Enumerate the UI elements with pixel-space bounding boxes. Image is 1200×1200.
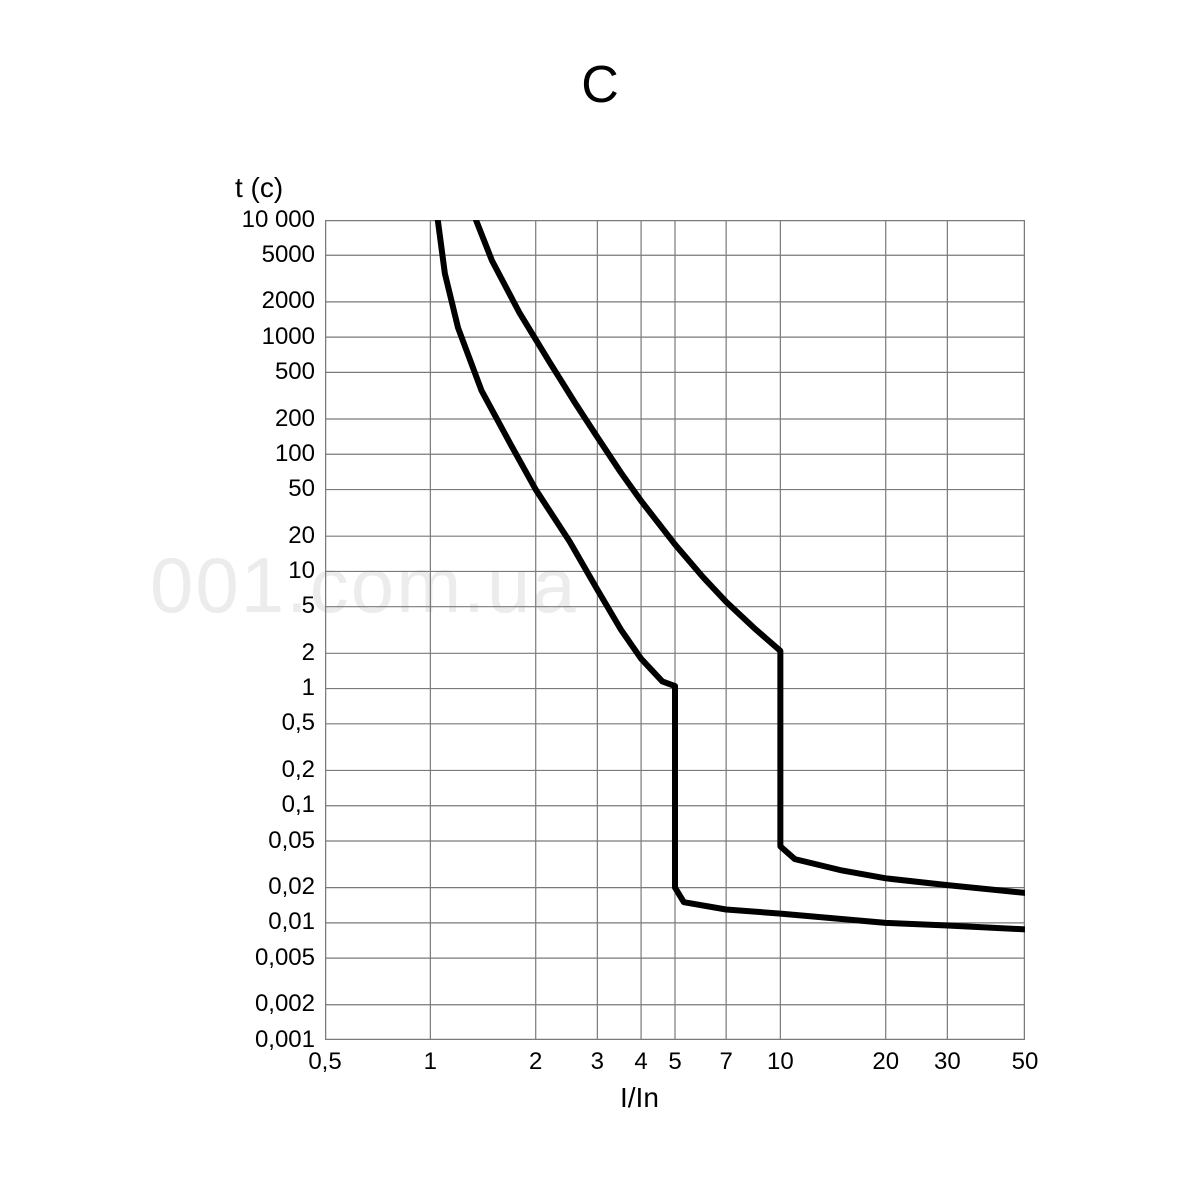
- y-tick: 50: [288, 475, 315, 503]
- y-tick: 20: [288, 522, 315, 550]
- x-tick: 20: [866, 1048, 906, 1076]
- y-tick: 0,01: [268, 908, 315, 936]
- x-tick: 3: [577, 1048, 617, 1076]
- x-tick: 7: [706, 1048, 746, 1076]
- y-tick: 0,002: [255, 990, 315, 1018]
- y-tick: 200: [275, 405, 315, 433]
- y-tick: 0,5: [282, 709, 315, 737]
- y-tick: 100: [275, 440, 315, 468]
- y-tick: 1000: [262, 323, 315, 351]
- x-tick: 50: [1005, 1048, 1045, 1076]
- x-tick: 1: [410, 1048, 450, 1076]
- y-tick: 0,05: [268, 827, 315, 855]
- x-tick: 10: [760, 1048, 800, 1076]
- y-tick: 2: [302, 639, 315, 667]
- y-tick: 10 000: [242, 206, 315, 234]
- x-tick: 5: [655, 1048, 695, 1076]
- y-tick: 1: [302, 674, 315, 702]
- y-tick: 5000: [262, 241, 315, 269]
- trip-curve-chart: [325, 220, 1025, 1040]
- x-axis-label: I/In: [620, 1082, 659, 1114]
- x-tick: 30: [927, 1048, 967, 1076]
- x-tick: 0,5: [305, 1048, 345, 1076]
- y-tick: 10: [288, 557, 315, 585]
- chart-title: C: [0, 55, 1200, 115]
- y-tick: 5: [302, 592, 315, 620]
- x-tick: 2: [516, 1048, 556, 1076]
- y-axis-label: t (c): [235, 172, 283, 204]
- y-tick: 0,02: [268, 873, 315, 901]
- y-tick: 0,1: [282, 791, 315, 819]
- y-tick: 500: [275, 358, 315, 386]
- y-tick: 2000: [262, 287, 315, 315]
- y-tick: 0,2: [282, 756, 315, 784]
- curve-upper: [476, 220, 1025, 893]
- y-tick: 0,005: [255, 944, 315, 972]
